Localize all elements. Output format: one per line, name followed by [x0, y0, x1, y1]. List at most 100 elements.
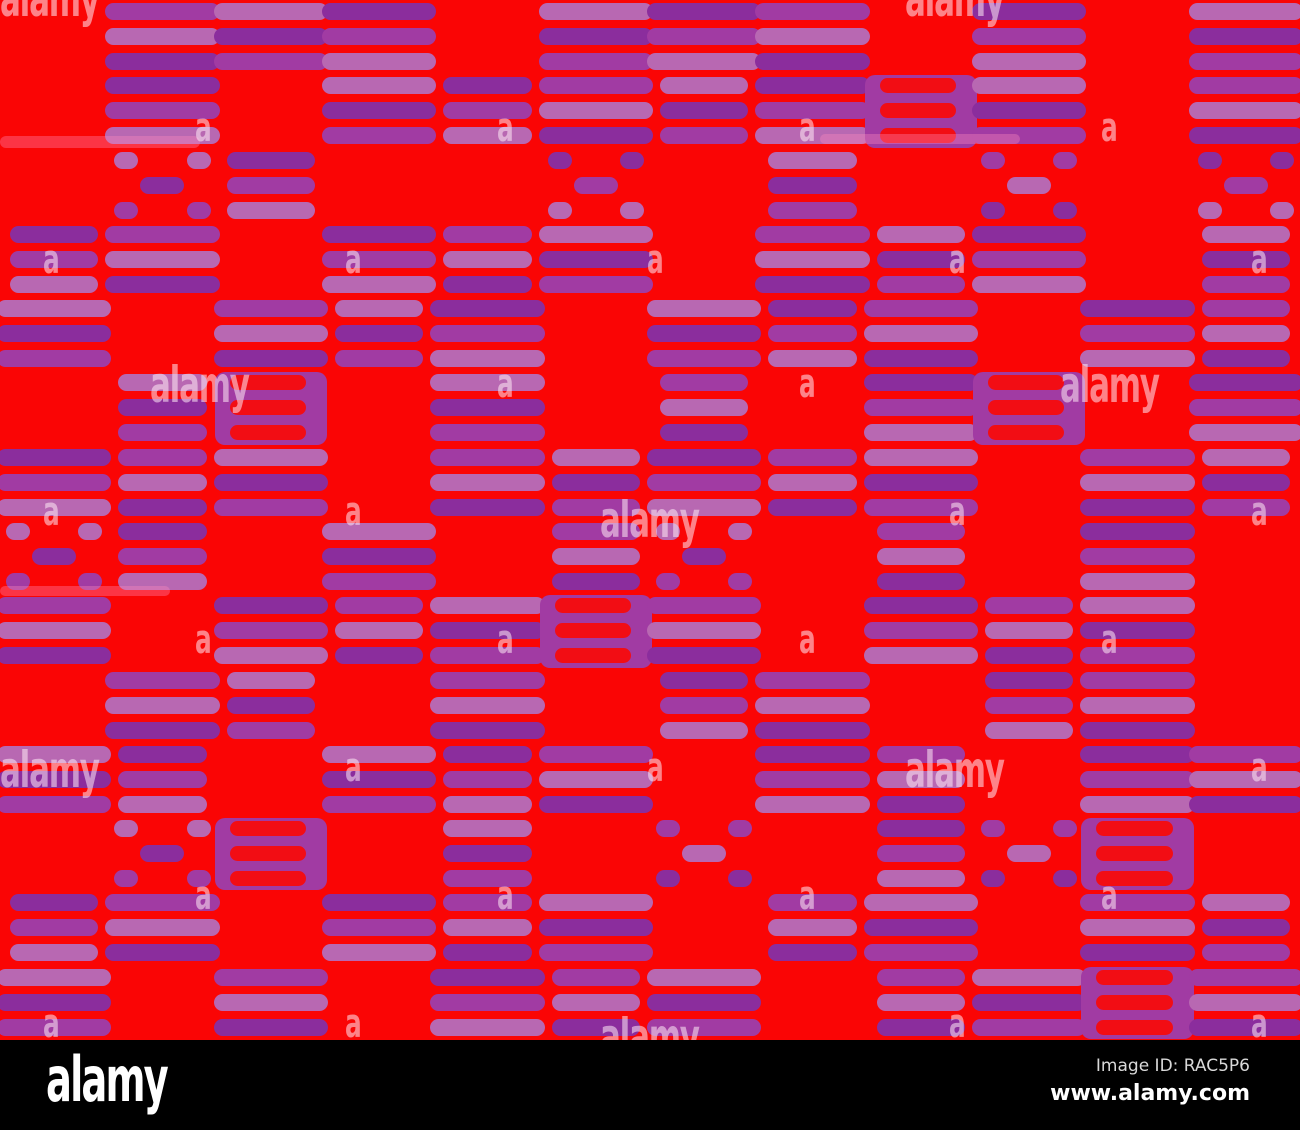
pattern-bar: [646, 622, 762, 640]
pattern-bar: [321, 548, 437, 565]
pattern-bar: [863, 944, 978, 962]
pattern-bar: [876, 993, 965, 1011]
pattern-bar: [876, 770, 965, 788]
pattern-bar: [768, 448, 857, 466]
pattern-bar: [1188, 1018, 1300, 1036]
pattern-stub: [78, 573, 103, 590]
pattern-bar: [646, 473, 762, 491]
pattern-red-bar: [879, 78, 956, 94]
pattern-bar: [118, 573, 207, 590]
pattern-red-bar: [879, 103, 956, 119]
pattern-bar: [646, 3, 762, 20]
pattern-bar: [443, 102, 532, 120]
pattern-bar: [551, 993, 640, 1011]
pattern-bar: [118, 374, 207, 392]
pattern-stub: [1269, 151, 1294, 169]
pattern-bar: [105, 721, 220, 739]
pattern-bar: [755, 53, 870, 70]
pattern-bar: [430, 350, 545, 368]
pattern-stub: [980, 201, 1005, 219]
pattern-bar: [0, 968, 112, 986]
pattern-bar: [971, 102, 1087, 120]
pattern-bar: [1080, 696, 1195, 714]
pattern-red-bar: [987, 400, 1065, 416]
pattern-red-bar: [1096, 871, 1173, 887]
pattern-stub: [1223, 176, 1268, 194]
pattern-bar: [430, 597, 545, 615]
pattern-bar: [213, 53, 328, 70]
pattern-bar: [321, 225, 437, 243]
pattern-bar: [226, 671, 315, 689]
pattern-bar: [1201, 473, 1290, 491]
pattern-bar: [1201, 300, 1290, 318]
pattern-bar: [0, 448, 112, 466]
pattern-bar: [0, 1018, 112, 1036]
pattern-bar: [430, 622, 545, 640]
pattern-stub: [1197, 201, 1222, 219]
pattern-bar: [213, 993, 328, 1011]
pattern-bar: [213, 1018, 328, 1036]
pattern-bar: [876, 250, 965, 268]
pattern-bar: [971, 53, 1087, 70]
pattern-bar: [321, 894, 437, 912]
pattern-stub: [186, 870, 211, 888]
pattern-bar: [1201, 275, 1290, 293]
pattern-stub: [655, 573, 680, 590]
pattern-bar: [1080, 944, 1195, 962]
pattern-bar: [538, 250, 653, 268]
pattern-bar: [863, 374, 978, 392]
pattern-bar: [538, 53, 653, 70]
pattern-bar: [538, 127, 653, 145]
pattern-red-bar: [229, 375, 306, 391]
pattern-bar: [105, 919, 220, 937]
pattern-bar: [321, 795, 437, 813]
pattern-bar: [1080, 325, 1195, 343]
pattern-bar: [1080, 795, 1195, 813]
pattern-bar: [538, 102, 653, 120]
pattern-bar: [876, 225, 965, 243]
pattern-bar: [321, 127, 437, 145]
pattern-bar: [538, 225, 653, 243]
pattern-bar: [213, 498, 328, 516]
pattern-bar: [971, 3, 1087, 20]
pattern-bar: [321, 919, 437, 937]
pattern-bar: [971, 28, 1087, 45]
pattern-bar: [971, 993, 1087, 1011]
pattern-bar: [984, 721, 1074, 739]
pattern-bar: [646, 993, 762, 1011]
footer-meta: Image ID: RAC5P6 www.alamy.com: [1050, 1056, 1250, 1108]
pattern-bar: [321, 770, 437, 788]
pattern-bar: [1080, 548, 1195, 565]
pattern-bar: [321, 944, 437, 962]
pattern-bar: [1080, 498, 1195, 516]
pattern-bar: [430, 448, 545, 466]
pattern-stub: [728, 573, 753, 590]
pattern-bar: [646, 448, 762, 466]
pattern-bar: [768, 325, 857, 343]
pattern-stub: [655, 523, 680, 540]
pattern-bar: [213, 300, 328, 318]
pattern-stub: [186, 151, 211, 169]
watermark-text: a: [1101, 105, 1118, 151]
pattern-bar: [334, 597, 424, 615]
pattern-stub: [1053, 820, 1078, 838]
pattern-bar: [321, 77, 437, 95]
pattern-stub: [728, 820, 753, 838]
pattern-bar: [984, 671, 1074, 689]
pattern-bar: [659, 671, 749, 689]
pattern-bar: [118, 448, 207, 466]
pattern-bar: [971, 77, 1087, 95]
pattern-bar: [1080, 473, 1195, 491]
pattern-stub: [655, 820, 680, 838]
pattern-stub: [619, 201, 644, 219]
pattern-bar: [1188, 127, 1300, 145]
pattern-bar: [105, 944, 220, 962]
pattern-bar: [443, 275, 532, 293]
pattern-bar: [1080, 745, 1195, 763]
pattern-bar: [118, 770, 207, 788]
pattern-bar: [876, 968, 965, 986]
pattern-bar: [105, 77, 220, 95]
pattern-bar: [443, 795, 532, 813]
pattern-bar: [768, 176, 857, 194]
pattern-bar: [768, 919, 857, 937]
